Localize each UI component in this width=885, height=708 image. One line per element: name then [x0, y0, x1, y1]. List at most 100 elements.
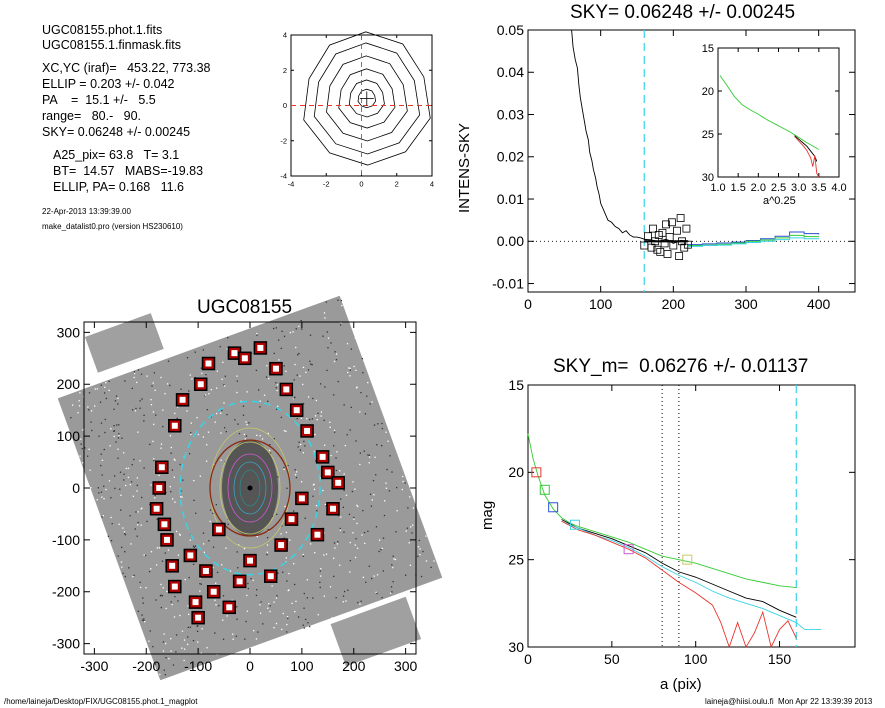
sky-ytick-label: 0.04 — [497, 64, 524, 80]
noise-pixel — [267, 432, 269, 435]
noise-pixel — [183, 659, 185, 662]
noise-pixel — [378, 539, 381, 541]
noise-pixel — [295, 600, 297, 603]
noise-pixel — [141, 496, 143, 499]
noise-pixel — [297, 354, 299, 356]
noise-pixel — [135, 407, 137, 410]
sky-point — [676, 214, 685, 222]
noise-pixel — [136, 477, 139, 479]
mag-series — [561, 520, 797, 649]
noise-pixel — [273, 627, 275, 629]
noise-pixel — [343, 489, 345, 492]
noise-pixel — [369, 493, 372, 495]
noise-pixel — [294, 610, 296, 613]
noise-pixel — [349, 375, 351, 377]
noise-pixel — [136, 535, 138, 537]
noise-pixel — [123, 473, 125, 475]
noise-pixel — [404, 482, 406, 484]
header-sky: SKY= 0.06248 +/- 0.00245 — [42, 125, 191, 139]
noise-pixel — [356, 504, 358, 507]
noise-pixel — [396, 486, 398, 489]
noise-pixel — [101, 496, 103, 498]
noise-pixel — [392, 566, 394, 569]
noise-pixel — [333, 445, 335, 447]
noise-pixel — [302, 555, 305, 557]
noise-pixel — [170, 650, 172, 652]
noise-pixel — [238, 544, 240, 546]
noise-pixel — [309, 418, 311, 421]
mask-box-inner — [187, 552, 194, 559]
noise-pixel — [324, 386, 326, 388]
noise-pixel — [125, 467, 127, 470]
noise-pixel — [245, 435, 248, 437]
noise-pixel — [381, 547, 383, 550]
noise-pixel — [422, 550, 424, 553]
noise-pixel — [350, 348, 353, 350]
noise-pixel — [299, 449, 302, 451]
noise-pixel — [173, 476, 176, 478]
noise-pixel — [255, 638, 258, 640]
noise-pixel — [236, 375, 238, 377]
noise-pixel — [122, 527, 124, 529]
noise-pixel — [298, 352, 300, 355]
noise-pixel — [159, 673, 161, 676]
noise-pixel — [349, 429, 351, 431]
noise-pixel — [246, 424, 248, 426]
noise-pixel — [140, 524, 142, 526]
noise-pixel — [353, 365, 355, 368]
noise-pixel — [247, 582, 249, 585]
noise-pixel — [349, 367, 351, 370]
noise-pixel — [309, 360, 311, 362]
noise-pixel — [215, 582, 217, 584]
noise-pixel — [141, 398, 143, 400]
mask-box-inner — [171, 583, 178, 590]
noise-pixel — [425, 560, 428, 562]
noise-pixel — [244, 638, 246, 640]
noise-pixel — [215, 412, 218, 415]
noise-pixel — [192, 563, 195, 565]
noise-pixel — [262, 623, 264, 625]
noise-pixel — [396, 510, 398, 512]
noise-pixel — [133, 372, 136, 375]
contour-line — [313, 42, 421, 155]
noise-pixel — [224, 375, 226, 377]
noise-pixel — [373, 575, 375, 577]
mask-box-inner — [324, 469, 331, 476]
noise-pixel — [381, 597, 383, 599]
noise-pixel — [120, 509, 122, 511]
mag-xtick-label: 100 — [684, 651, 708, 667]
noise-pixel — [368, 454, 371, 457]
noise-pixel — [110, 497, 112, 499]
noise-pixel — [306, 579, 308, 581]
centering-xtick-label: 0 — [359, 180, 363, 189]
noise-pixel — [146, 520, 148, 523]
noise-pixel — [187, 636, 189, 638]
noise-pixel — [303, 440, 305, 443]
noise-pixel — [311, 363, 313, 366]
noise-pixel — [333, 360, 336, 363]
noise-pixel — [266, 536, 269, 539]
noise-pixel — [430, 566, 432, 569]
mask-box-inner — [293, 407, 300, 414]
noise-pixel — [310, 363, 312, 365]
noise-pixel — [163, 669, 165, 671]
noise-pixel — [359, 411, 361, 413]
noise-pixel — [167, 549, 170, 551]
noise-pixel — [161, 560, 164, 562]
noise-pixel — [109, 445, 111, 447]
noise-pixel — [259, 604, 261, 606]
noise-pixel — [165, 491, 167, 494]
noise-pixel — [132, 495, 135, 497]
noise-pixel — [371, 499, 373, 501]
noise-pixel — [266, 553, 268, 556]
noise-pixel — [349, 559, 351, 562]
noise-pixel — [292, 510, 295, 512]
noise-pixel — [130, 543, 132, 545]
noise-pixel — [302, 624, 305, 626]
sky-plot-ylabel: INTENS-SKY — [456, 122, 473, 213]
noise-pixel — [216, 571, 219, 574]
noise-pixel — [326, 369, 328, 372]
noise-pixel — [273, 438, 275, 440]
noise-pixel — [117, 437, 120, 439]
